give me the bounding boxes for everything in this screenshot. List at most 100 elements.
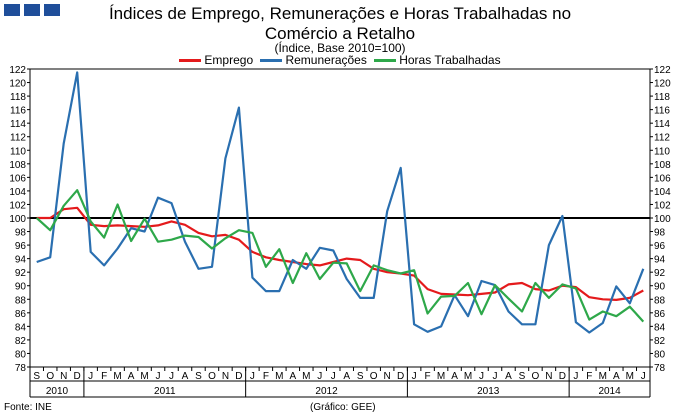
- month-label: D: [559, 371, 566, 382]
- legend-label-horas: Horas Trabalhadas: [399, 53, 501, 67]
- y-tick-label-right: 90: [654, 282, 666, 293]
- y-tick-label-left: 94: [15, 255, 27, 266]
- y-tick-label-left: 118: [10, 92, 26, 103]
- y-tick-label-left: 84: [15, 322, 27, 333]
- month-label: S: [357, 371, 364, 382]
- month-label: J: [573, 371, 578, 382]
- legend-label-remuneracoes: Remunerações: [285, 53, 367, 67]
- y-tick-label-right: 122: [654, 65, 671, 76]
- logo-squares: [4, 4, 60, 16]
- graph-credit: (Gráfico: GEE): [310, 402, 376, 413]
- legend-swatch-emprego: [179, 59, 202, 63]
- month-label: J: [493, 371, 498, 382]
- year-label: 2010: [46, 386, 69, 397]
- legend-swatch-horas: [374, 59, 397, 63]
- month-label: F: [263, 371, 269, 382]
- month-label: F: [586, 371, 592, 382]
- month-label: J: [331, 371, 336, 382]
- month-label: A: [182, 371, 189, 382]
- y-tick-label-left: 100: [9, 214, 26, 225]
- y-tick-label-left: 106: [9, 173, 26, 184]
- month-label: J: [250, 371, 255, 382]
- month-label: A: [343, 371, 350, 382]
- y-tick-label-right: 96: [654, 241, 666, 252]
- y-tick-label-right: 102: [654, 200, 671, 211]
- y-tick-label-right: 86: [654, 309, 666, 320]
- y-tick-label-right: 112: [654, 133, 670, 144]
- legend: Emprego Remunerações Horas Trabalhadas: [0, 53, 680, 67]
- month-label: S: [33, 371, 40, 382]
- y-tick-label-left: 90: [15, 282, 27, 293]
- month-label: A: [289, 371, 296, 382]
- month-label: S: [519, 371, 526, 382]
- month-label: M: [275, 371, 283, 382]
- month-label: M: [140, 371, 148, 382]
- month-label: O: [370, 371, 378, 382]
- y-tick-label-left: 86: [15, 309, 27, 320]
- y-tick-label-left: 98: [15, 228, 27, 239]
- y-tick-label-right: 94: [654, 255, 666, 266]
- month-label: A: [128, 371, 135, 382]
- y-tick-label-right: 106: [654, 173, 671, 184]
- month-label: M: [464, 371, 472, 382]
- month-label: D: [74, 371, 81, 382]
- y-tick-label-right: 84: [654, 322, 666, 333]
- y-tick-label-left: 120: [9, 79, 26, 90]
- y-tick-label-left: 92: [15, 268, 27, 279]
- month-label: J: [412, 371, 417, 382]
- y-tick-label-left: 102: [9, 200, 26, 211]
- y-tick-label-right: 88: [654, 295, 666, 306]
- series-line-2: [35, 189, 645, 323]
- month-label: J: [641, 371, 646, 382]
- year-label: 2013: [477, 386, 500, 397]
- month-label: N: [384, 371, 391, 382]
- month-label: J: [317, 371, 322, 382]
- legend-item-remuneracoes: Remunerações: [260, 53, 367, 67]
- y-tick-label-right: 78: [654, 363, 666, 374]
- y-tick-label-right: 120: [654, 79, 671, 90]
- y-tick-label-right: 82: [654, 336, 666, 347]
- y-tick-label-left: 78: [15, 363, 27, 374]
- month-label: M: [437, 371, 445, 382]
- year-label: 2011: [154, 386, 176, 397]
- month-label: D: [397, 371, 404, 382]
- month-label: M: [113, 371, 121, 382]
- month-label: N: [60, 371, 67, 382]
- month-label: O: [46, 371, 54, 382]
- month-label: A: [505, 371, 512, 382]
- month-label: O: [208, 371, 216, 382]
- month-label: A: [613, 371, 620, 382]
- y-tick-label-right: 104: [654, 187, 671, 198]
- y-tick-label-left: 110: [10, 146, 26, 157]
- y-tick-label-left: 82: [15, 336, 27, 347]
- month-label: O: [532, 371, 540, 382]
- legend-item-horas: Horas Trabalhadas: [374, 53, 501, 67]
- y-tick-label-right: 110: [654, 146, 670, 157]
- y-tick-label-right: 98: [654, 228, 666, 239]
- y-tick-label-left: 88: [15, 295, 27, 306]
- y-tick-label-left: 116: [10, 106, 26, 117]
- y-tick-label-right: 118: [654, 92, 670, 103]
- legend-swatch-remuneracoes: [260, 59, 283, 63]
- month-label: F: [101, 371, 107, 382]
- y-tick-label-right: 116: [654, 106, 670, 117]
- month-label: J: [479, 371, 484, 382]
- y-tick-label-left: 122: [9, 65, 26, 76]
- y-tick-label-left: 112: [10, 133, 26, 144]
- month-label: D: [235, 371, 242, 382]
- y-tick-label-left: 104: [9, 187, 26, 198]
- y-tick-label-right: 100: [654, 214, 671, 225]
- source-note: Fonte: INE: [4, 402, 52, 413]
- year-label: 2014: [598, 386, 621, 397]
- series-line-0: [36, 206, 644, 301]
- month-label: N: [222, 371, 229, 382]
- chart-title: Índices de Emprego, Remunerações e Horas…: [108, 4, 572, 43]
- month-label: M: [626, 371, 634, 382]
- month-label: S: [195, 371, 202, 382]
- y-tick-label-left: 114: [10, 119, 26, 130]
- month-label: A: [451, 371, 458, 382]
- legend-label-emprego: Emprego: [204, 53, 254, 67]
- y-tick-label-right: 80: [654, 349, 666, 360]
- y-tick-label-right: 108: [654, 160, 671, 171]
